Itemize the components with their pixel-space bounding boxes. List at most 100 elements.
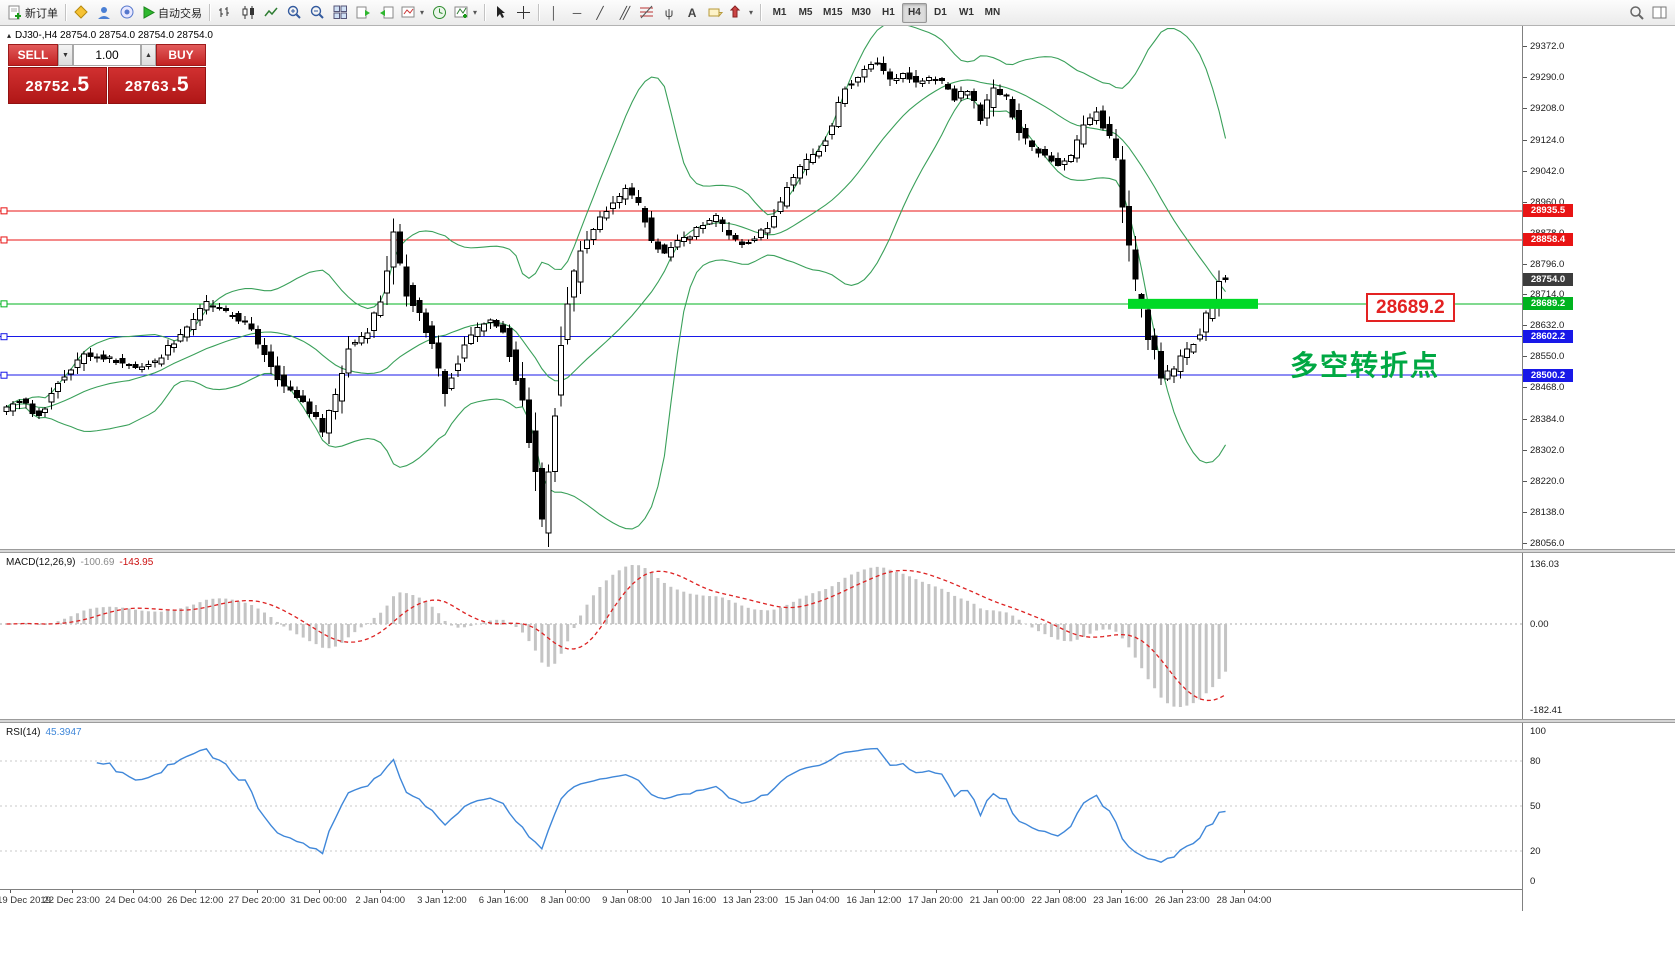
pane-separator[interactable] <box>0 719 1675 723</box>
auto-trading-label: 自动交易 <box>158 7 202 20</box>
price-axis-tick: 29042.0 <box>1530 165 1565 177</box>
timeframe-button-M15[interactable]: M15 <box>823 7 843 18</box>
pitchfork-tool[interactable]: ψ <box>658 2 680 24</box>
rsi-axis-label: 20 <box>1530 846 1541 857</box>
tile-windows-icon <box>333 5 348 20</box>
price-line-tag: 28500.2 <box>1523 368 1573 382</box>
buy-price-button[interactable]: 28763 .5 <box>107 67 206 104</box>
time-axis-label: 26 Dec 12:00 <box>166 895 224 906</box>
new-chart-icon <box>401 5 416 20</box>
crosshair-button[interactable] <box>512 2 534 24</box>
history-center-button[interactable] <box>116 2 138 24</box>
macd-indicator-pane[interactable] <box>0 553 1522 719</box>
price-axis-tickmark <box>1523 46 1527 47</box>
timeframe-button-M30[interactable]: M30 <box>851 7 871 18</box>
timeframe-button-D1[interactable]: D1 <box>934 7 947 18</box>
macd-label: MACD(12,26,9) -100.69 -143.95 <box>6 557 154 568</box>
buy-price-main: 28763 <box>124 78 170 95</box>
channel-tool[interactable]: ╱╱ <box>612 2 634 24</box>
line-chart-icon <box>263 5 279 20</box>
rsi-axis-label: 80 <box>1530 756 1541 767</box>
zoom-in-button[interactable] <box>283 2 305 24</box>
timeframe-button-MN[interactable]: MN <box>984 7 1001 18</box>
sell-price-button[interactable]: 28752 .5 <box>8 67 107 104</box>
candles <box>3 56 1229 547</box>
rsi-value: 45.3947 <box>45 727 82 738</box>
support-price-callout[interactable]: 28689.2 <box>1366 293 1455 322</box>
caret-down-icon: ▾ <box>420 8 425 17</box>
horizontal-line-tool[interactable]: ─ <box>566 2 588 24</box>
time-axis-label: 6 Jan 16:00 <box>478 895 529 906</box>
turning-point-note[interactable]: 多空转折点 <box>1290 350 1441 381</box>
market-watch-button[interactable] <box>70 2 92 24</box>
pitchfork-icon: ψ <box>664 5 674 20</box>
arrows-tool[interactable]: ▾ <box>727 2 756 24</box>
text-tool[interactable]: A <box>681 2 703 24</box>
volume-input[interactable]: 1.00 <box>73 44 141 66</box>
price-axis-tickmark <box>1523 294 1527 295</box>
time-axis-tickmark <box>688 890 690 893</box>
time-axis-label: 24 Dec 04:00 <box>105 895 162 906</box>
chart-title: ▴ DJ30-,H4 28754.0 28754.0 28754.0 28754… <box>7 30 213 41</box>
price-axis-tickmark <box>1523 387 1527 388</box>
new-chart-button[interactable]: ▾ <box>398 2 427 24</box>
timeframe-button-M1[interactable]: M1 <box>772 7 787 18</box>
price-line-tag: 28602.2 <box>1523 330 1573 344</box>
timeframe-button-H1[interactable]: H1 <box>882 7 895 18</box>
auto-scroll-button[interactable] <box>375 2 397 24</box>
price-axis-tickmark <box>1523 325 1527 326</box>
text-label-tool[interactable] <box>704 2 726 24</box>
pane-separator[interactable] <box>0 549 1675 553</box>
buy-price-frac: .5 <box>171 73 189 96</box>
timeframe-button-W1[interactable]: W1 <box>958 7 974 18</box>
line-handle <box>0 300 8 308</box>
time-axis-label: 10 Jan 16:00 <box>661 895 717 906</box>
rsi-indicator-pane[interactable] <box>0 723 1522 889</box>
time-axis-tickmark <box>133 890 135 893</box>
search-button[interactable] <box>1626 2 1648 24</box>
fibonacci-icon <box>639 5 654 20</box>
volume-decrease-button[interactable]: ▼ <box>58 44 73 66</box>
auto-trading-button[interactable]: 自动交易 <box>139 2 205 24</box>
navigator-button[interactable] <box>93 2 115 24</box>
panels-button[interactable] <box>1649 2 1671 24</box>
candlestick-chart[interactable] <box>0 26 1522 549</box>
tile-windows-button[interactable] <box>329 2 351 24</box>
time-axis-label: 16 Jan 12:00 <box>846 895 902 906</box>
price-axis-tick: 29372.0 <box>1530 41 1565 52</box>
macd-axis-label: -182.41 <box>1530 705 1563 716</box>
bar-chart-button[interactable] <box>214 2 236 24</box>
price-axis-tickmark <box>1523 108 1527 109</box>
time-axis-tickmark <box>997 890 999 893</box>
cursor-button[interactable] <box>489 2 511 24</box>
panels-icon <box>1652 5 1668 21</box>
one-click-collapse-icon[interactable]: ▴ <box>7 31 12 40</box>
auto-scroll-icon <box>379 5 394 20</box>
time-axis[interactable]: 19 Dec 2019 22 Dec 23:00 24 Dec 04:00 26 De… <box>0 889 1522 911</box>
new-order-button[interactable]: 新订单 <box>4 2 61 24</box>
sell-button[interactable]: SELL <box>8 44 58 66</box>
zoom-out-button[interactable] <box>306 2 328 24</box>
price-axis-tick: 28796.0 <box>1530 258 1565 270</box>
bar-chart-icon <box>218 5 233 20</box>
fibonacci-tool[interactable] <box>635 2 657 24</box>
trendline-tool[interactable]: ╱ <box>589 2 611 24</box>
indicators-button[interactable]: ▾ <box>451 2 480 24</box>
market-watch-icon <box>73 5 89 20</box>
time-axis-label: 26 Jan 23:00 <box>1154 895 1210 906</box>
price-axis[interactable]: 29372.0 29290.0 29208.0 29124.0 29042.0 28960… <box>1522 26 1675 911</box>
period-button[interactable] <box>428 2 450 24</box>
buy-button[interactable]: BUY <box>156 44 206 66</box>
line-handle <box>0 207 8 215</box>
vertical-line-tool[interactable]: │ <box>543 2 565 24</box>
time-axis-tickmark <box>750 890 752 893</box>
candlestick-chart-button[interactable] <box>237 2 259 24</box>
time-axis-tickmark <box>441 890 443 893</box>
shift-chart-button[interactable] <box>352 2 374 24</box>
line-chart-button[interactable] <box>260 2 282 24</box>
price-axis-tick: 28220.0 <box>1530 476 1565 488</box>
volume-increase-button[interactable]: ▲ <box>141 44 156 66</box>
timeframe-button-H4[interactable]: H4 <box>901 2 927 23</box>
new-order-icon <box>7 5 22 20</box>
timeframe-button-M5[interactable]: M5 <box>798 7 813 18</box>
